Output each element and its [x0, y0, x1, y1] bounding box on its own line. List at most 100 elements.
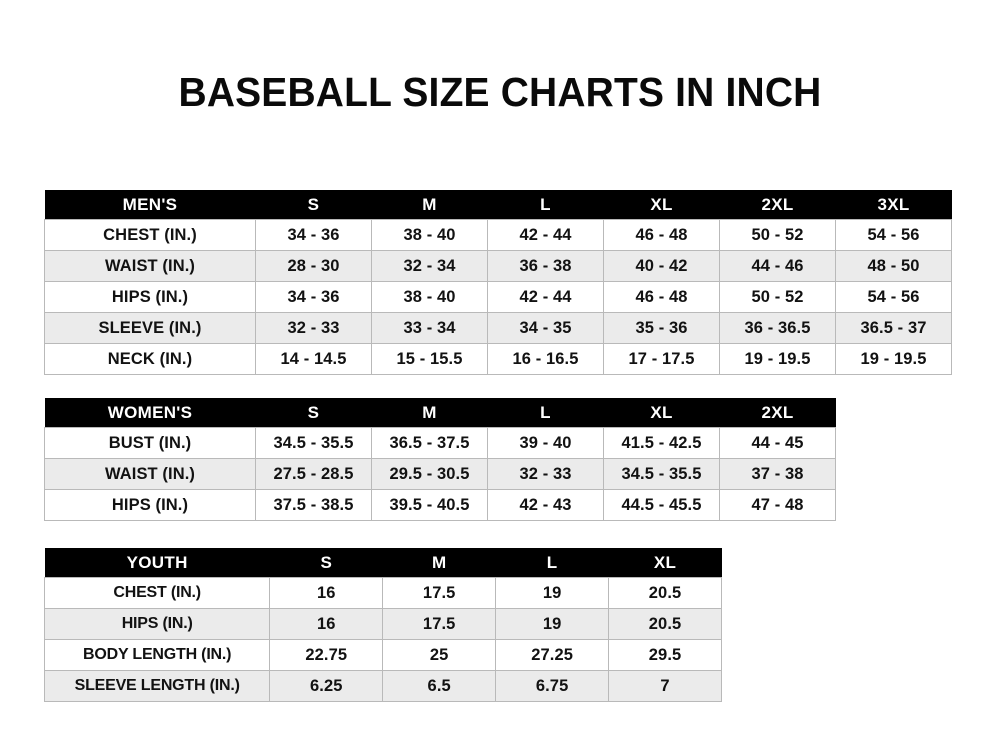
- table-row: SLEEVE (IN.) 32 - 33 33 - 34 34 - 35 35 - 36…: [44, 312, 952, 344]
- size-column-header-l: L: [495, 548, 609, 578]
- measurement-value: 33 - 34: [371, 312, 488, 344]
- table-row: BODY LENGTH (IN.) 22.75 25 27.25 29.5: [43, 639, 722, 671]
- measurement-value: 44 - 45: [719, 427, 836, 459]
- size-column-header-xl: XL: [603, 398, 720, 428]
- measurement-value: 17 - 17.5: [603, 343, 720, 375]
- measurement-value: 36.5 - 37: [835, 312, 952, 344]
- measurement-value: 20.5: [608, 577, 722, 609]
- measurement-label: BODY LENGTH (IN.): [43, 639, 271, 671]
- size-column-header-l: L: [487, 398, 604, 428]
- measurement-label: WAIST (IN.): [44, 250, 256, 282]
- mens-size-table: MEN'S S M L XL 2XL 3XL CHEST (IN.) 34 - 36 38 - 4…: [44, 190, 952, 375]
- womens-size-table: WOMEN'S S M L XL 2XL BUST (IN.) 34.5 - 35.5 36.5…: [44, 398, 836, 521]
- measurement-label: BUST (IN.): [44, 427, 256, 459]
- size-column-header-m: M: [371, 190, 488, 220]
- size-column-header-s: S: [255, 398, 372, 428]
- measurement-label: SLEEVE LENGTH (IN.): [43, 670, 271, 702]
- measurement-value: 6.25: [269, 670, 384, 702]
- measurement-value: 34 - 36: [255, 219, 372, 251]
- measurement-value: 25: [382, 639, 497, 671]
- measurement-value: 41.5 - 42.5: [603, 427, 720, 459]
- measurement-value: 42 - 43: [487, 489, 604, 521]
- measurement-value: 50 - 52: [719, 219, 836, 251]
- table-row: HIPS (IN.) 37.5 - 38.5 39.5 - 40.5 42 - 43 4…: [44, 489, 836, 521]
- measurement-label: CHEST (IN.): [43, 577, 271, 609]
- table-row: CHEST (IN.) 34 - 36 38 - 40 42 - 44 46 - 48 5…: [44, 219, 952, 251]
- measurement-value: 32 - 33: [255, 312, 372, 344]
- measurement-value: 44.5 - 45.5: [603, 489, 720, 521]
- measurement-label: CHEST (IN.): [44, 219, 256, 251]
- measurement-value: 46 - 48: [603, 281, 720, 313]
- size-column-header-m: M: [371, 398, 488, 428]
- table-row: HIPS (IN.) 16 17.5 19 20.5: [43, 608, 722, 640]
- measurement-value: 34.5 - 35.5: [255, 427, 372, 459]
- measurement-value: 38 - 40: [371, 219, 488, 251]
- measurement-value: 32 - 33: [487, 458, 604, 490]
- measurement-value: 16: [269, 577, 384, 609]
- size-column-header-xl: XL: [608, 548, 722, 578]
- measurement-value: 19 - 19.5: [719, 343, 836, 375]
- measurement-value: 54 - 56: [835, 219, 952, 251]
- measurement-value: 48 - 50: [835, 250, 952, 282]
- table-header-row: MEN'S S M L XL 2XL 3XL: [44, 190, 952, 220]
- youth-size-table: YOUTH S M L XL CHEST (IN.) 16 17.5 19 20.5 HIPS (I…: [43, 548, 722, 702]
- measurement-value: 35 - 36: [603, 312, 720, 344]
- table-header-row: YOUTH S M L XL: [44, 548, 722, 578]
- measurement-value: 36.5 - 37.5: [371, 427, 488, 459]
- measurement-value: 7: [608, 670, 722, 702]
- size-column-header-m: M: [382, 548, 496, 578]
- measurement-label: WAIST (IN.): [44, 458, 256, 490]
- measurement-value: 39.5 - 40.5: [371, 489, 488, 521]
- measurement-value: 17.5: [382, 608, 497, 640]
- measurement-value: 16: [269, 608, 384, 640]
- page-title: BASEBALL SIZE CHARTS IN INCH: [178, 69, 822, 115]
- measurement-label: SLEEVE (IN.): [44, 312, 256, 344]
- table-row: WAIST (IN.) 27.5 - 28.5 29.5 - 30.5 32 - 33…: [44, 458, 836, 490]
- measurement-value: 50 - 52: [719, 281, 836, 313]
- measurement-value: 42 - 44: [487, 219, 604, 251]
- measurement-value: 47 - 48: [719, 489, 836, 521]
- size-column-header-l: L: [487, 190, 604, 220]
- measurement-value: 22.75: [269, 639, 384, 671]
- table-row: HIPS (IN.) 34 - 36 38 - 40 42 - 44 46 - 48 50…: [44, 281, 952, 313]
- measurement-value: 38 - 40: [371, 281, 488, 313]
- size-column-header-3xl: 3XL: [835, 190, 952, 220]
- measurement-value: 32 - 34: [371, 250, 488, 282]
- measurement-value: 6.5: [382, 670, 497, 702]
- table-row: CHEST (IN.) 16 17.5 19 20.5: [43, 577, 722, 609]
- measurement-value: 16 - 16.5: [487, 343, 604, 375]
- measurement-value: 27.25: [495, 639, 610, 671]
- measurement-label: HIPS (IN.): [44, 281, 256, 313]
- measurement-value: 27.5 - 28.5: [255, 458, 372, 490]
- measurement-value: 42 - 44: [487, 281, 604, 313]
- table-row: SLEEVE LENGTH (IN.) 6.25 6.5 6.75 7: [43, 670, 722, 702]
- measurement-value: 46 - 48: [603, 219, 720, 251]
- table-row: BUST (IN.) 34.5 - 35.5 36.5 - 37.5 39 - 40 4…: [44, 427, 836, 459]
- measurement-value: 20.5: [608, 608, 722, 640]
- measurement-value: 28 - 30: [255, 250, 372, 282]
- measurement-value: 34.5 - 35.5: [603, 458, 720, 490]
- measurement-value: 29.5 - 30.5: [371, 458, 488, 490]
- mens-header-label: MEN'S: [44, 190, 256, 220]
- size-column-header-2xl: 2XL: [719, 190, 836, 220]
- measurement-value: 19: [495, 608, 610, 640]
- measurement-value: 37.5 - 38.5: [255, 489, 372, 521]
- measurement-value: 39 - 40: [487, 427, 604, 459]
- measurement-value: 6.75: [495, 670, 610, 702]
- table-header-row: WOMEN'S S M L XL 2XL: [44, 398, 836, 428]
- table-row: WAIST (IN.) 28 - 30 32 - 34 36 - 38 40 - 42 4…: [44, 250, 952, 282]
- measurement-value: 34 - 36: [255, 281, 372, 313]
- measurement-label: HIPS (IN.): [43, 608, 271, 640]
- measurement-value: 17.5: [382, 577, 497, 609]
- measurement-value: 44 - 46: [719, 250, 836, 282]
- size-column-header-s: S: [269, 548, 383, 578]
- measurement-value: 19 - 19.5: [835, 343, 952, 375]
- measurement-value: 19: [495, 577, 610, 609]
- measurement-label: NECK (IN.): [44, 343, 256, 375]
- measurement-label: HIPS (IN.): [44, 489, 256, 521]
- measurement-value: 37 - 38: [719, 458, 836, 490]
- size-column-header-s: S: [255, 190, 372, 220]
- measurement-value: 14 - 14.5: [255, 343, 372, 375]
- measurement-value: 36 - 36.5: [719, 312, 836, 344]
